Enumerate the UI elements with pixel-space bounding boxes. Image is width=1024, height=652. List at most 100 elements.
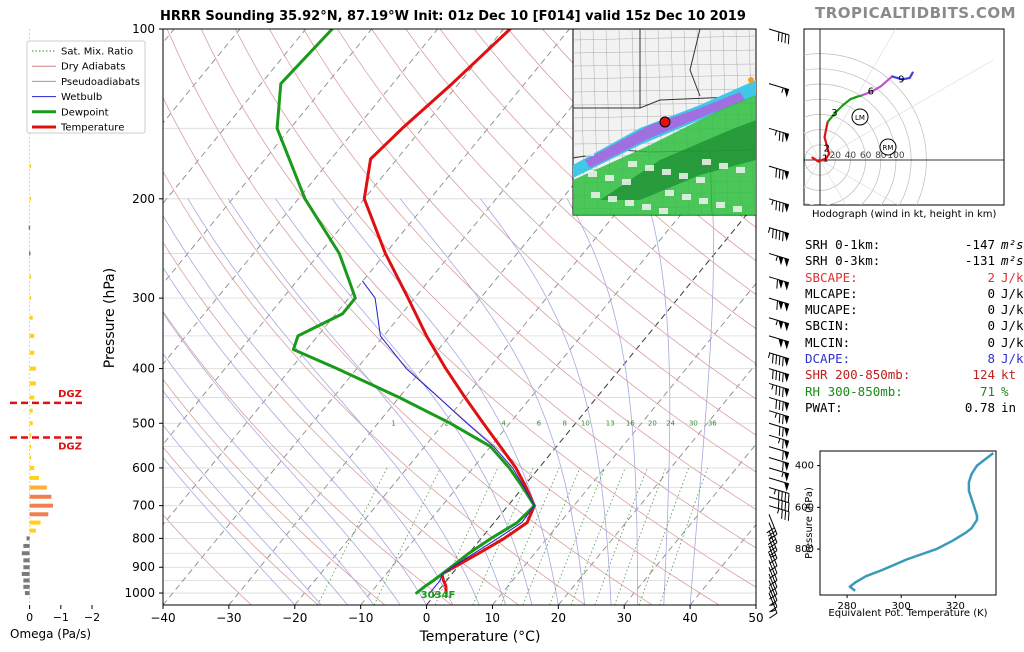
pseudoadiabat [566,198,638,605]
isotherm [492,282,756,605]
surface-label: 3034F [421,590,456,601]
index-value: -147 [964,237,995,252]
omega-tick-label: 0 [26,611,33,624]
omega-bar [29,350,35,355]
index-label: RH 300-850mb: [805,383,903,399]
mixing-ratio-line [614,467,667,605]
x-tick-label: 50 [748,611,763,625]
index-label: DCAPE: [805,351,851,367]
index-unit: J/kg [1001,318,1024,334]
mixing-ratio-label: 10 [581,420,590,428]
x-tick-label: −20 [282,611,307,625]
x-tick-label: −40 [150,611,175,625]
wind-barb [768,422,790,437]
index-label: MLCIN: [805,334,851,350]
pseudoadiabat [163,353,375,605]
dry-adiabat [163,310,453,605]
theta-e-frame [819,450,997,596]
mixing-ratio-line [549,467,606,605]
mixing-ratio-line [570,467,626,605]
omega-bar [23,584,30,589]
y-tick-label: 1000 [124,586,155,600]
index-unit: J/kg [1001,334,1024,350]
wind-barb [768,297,790,312]
omega-bar [29,296,32,301]
hodograph-segment [908,71,914,80]
isotherm [163,29,373,285]
omega-bar [29,528,36,533]
isotherm [557,363,756,605]
omega-bar [29,494,52,499]
hodograph-segment [817,157,828,163]
index-row: SRH 0-3km: -131 m²s⁻² [805,253,1024,269]
index-label: SRH 0-3km: [805,253,881,269]
mixing-ratio-line [472,467,534,605]
mixing-ratio-line [434,467,499,605]
right-mover-label: RM [883,144,894,152]
theta-e-line [848,452,995,592]
dry-adiabat [405,29,756,365]
dry-adiabat [163,446,319,605]
y-tick-label: 900 [132,560,155,574]
wind-barb [768,317,790,332]
theta-e-y-tick: 800 [795,544,814,555]
x-tick-label: 0 [423,611,431,625]
pseudoadiabat [646,198,671,605]
hodograph-height-label: 1 [822,153,828,164]
omega-bar [29,485,47,490]
theta-e-x-label: Equivalent Pot. Temperature (K) [828,608,987,619]
isotherm [163,29,439,365]
omega-bar [29,196,32,201]
dry-adiabat [234,29,756,549]
pseudoadiabat [399,198,586,605]
wind-barb [768,83,790,98]
pseudoadiabat [163,424,322,605]
hodograph-height-label: 2 [824,144,830,155]
mixing-ratio-label: 16 [626,420,635,428]
index-value: 71 [979,383,995,399]
index-unit: in [1001,399,1017,415]
omega-bar [29,164,32,169]
wind-barb [767,227,790,242]
theta-e-y-label: Pressure (hPa) [804,487,815,559]
y-axis-label: Pressure (hPa) [102,268,118,368]
mixing-ratio-line [373,467,441,605]
omega-bar [29,315,33,320]
dry-adiabat [473,29,756,295]
mixing-ratio-label: 1 [391,420,395,428]
wind-barb [767,522,778,549]
y-tick-label: 600 [132,461,155,475]
omega-bar [28,225,31,230]
omega-bar [29,512,49,517]
index-row: MLCIN: 0 J/kg [805,335,1024,351]
y-tick-label: 100 [132,22,155,36]
hodograph-ring-label: 100 [887,151,904,161]
isotherm [163,29,307,204]
omega-bar [28,251,31,256]
theta-e-y-tick: 600 [795,502,814,513]
dry-adiabat [163,514,252,605]
dry-adiabat [439,29,756,330]
pseudoadiabat [163,312,401,605]
mixing-ratio-label: 8 [563,420,567,428]
index-value: 124 [972,367,995,383]
skewt-frame [162,28,757,606]
mixing-ratio-label: 2 [444,420,448,428]
mixing-ratio-label: 6 [537,420,542,428]
omega-bar [26,536,30,541]
wind-barb [768,252,790,268]
index-row: SHR 200-850mb: 124 kt [805,367,1024,383]
hodograph-segment [834,104,844,114]
pseudoadiabat [163,390,348,605]
mixing-ratio-label: 4 [501,420,506,428]
wind-barb [768,505,790,521]
index-row: MLCAPE: 0 J/kg [805,286,1024,302]
index-value: 0.78 [964,399,995,415]
omega-tick-label: −2 [84,611,100,624]
wind-barb [767,352,790,367]
mixing-ratio-line [638,467,689,605]
pseudoadiabat [163,214,454,605]
hodograph-ring-label: 40 [845,151,857,161]
index-row: SBCIN: 0 J/kg [805,318,1024,334]
